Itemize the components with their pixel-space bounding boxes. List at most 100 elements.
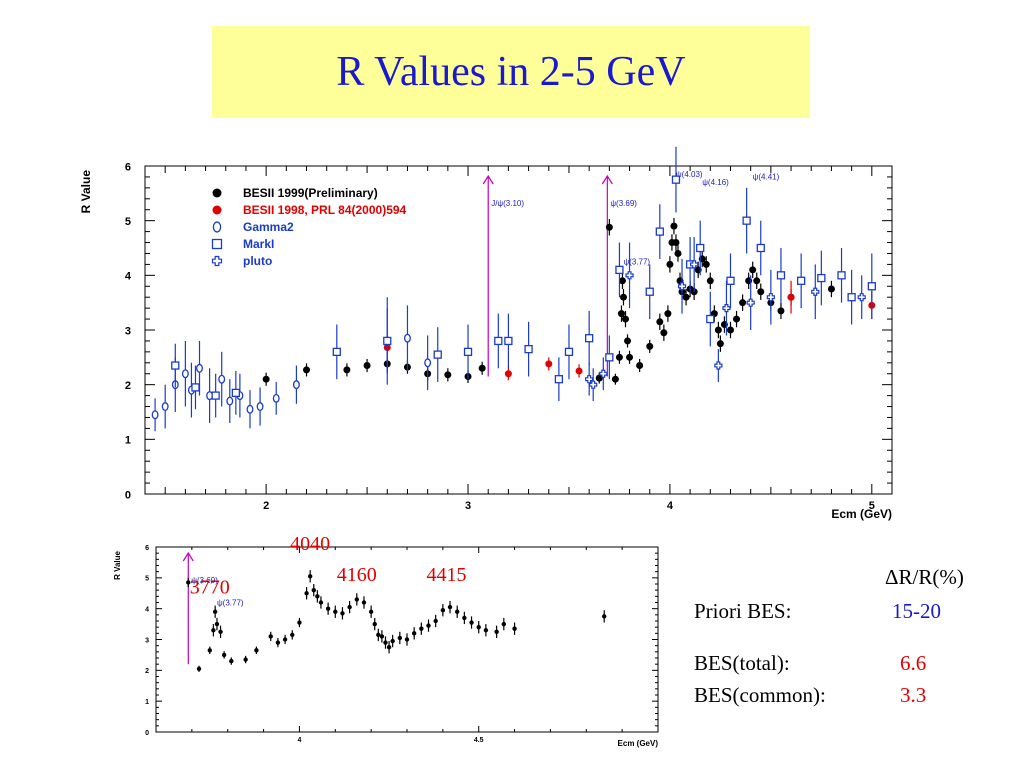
inset-point-dot [243,657,248,662]
inset-point-dot [411,631,417,636]
inset-point-dot [340,611,345,616]
inset-point-dot [372,621,377,627]
main-point-plus [677,282,687,291]
main-point-plus [625,271,634,280]
inset-point-dot [361,600,367,605]
main-point-plus [599,369,608,378]
inset-point-dot [221,652,227,658]
main-point-dot [753,277,761,285]
inset-point-dot [397,635,403,641]
inset-point-dot [483,628,489,633]
inset-peak-label: 4040 [290,533,330,555]
main-point-dot [787,293,795,301]
main-annotation: ψ(4.03) [676,170,703,179]
main-legend-marker [211,238,223,250]
main-point-dot [682,293,690,301]
main-point-dot [670,222,678,230]
main-point-square [742,216,751,225]
main-point-square [171,361,180,370]
main-point-square [211,391,220,400]
row-common-label: BES(common): [694,683,826,707]
main-point-square [847,293,856,302]
main-point-dot [605,223,613,231]
inset-point-dot [512,626,517,631]
main-point-square [494,336,503,346]
inset-point-dot [383,640,388,645]
inset-point-dot [426,623,431,628]
main-point-square [383,336,392,346]
main-point-dot [726,326,734,334]
inset-point-dot [282,637,288,642]
main-annotation: ψ(4.16) [702,178,729,187]
inset-resonance-label: ψ(3.69) [191,576,218,585]
main-point-dot [504,370,512,378]
inset-point-dot [462,615,467,621]
main-point-dot [363,362,371,370]
main-point-dot [545,360,553,368]
main-point-dot [595,374,603,382]
main-point-circle [226,396,234,406]
inset-point-dot [386,645,392,650]
main-point-square [671,175,681,184]
main-point-plus [714,361,723,370]
main-point-dot [664,310,672,318]
main-point-square [433,350,442,359]
main-point-square [776,271,786,280]
main-point-square [585,334,594,343]
main-point-dot [757,288,765,296]
main-legend-marker [211,255,223,267]
main-point-square [332,347,341,357]
main-legend-marker [212,205,222,215]
inset-resonance-arrowhead [182,551,194,562]
main-point-dot [611,375,619,383]
main-point-square [706,314,715,324]
main-xtick-label: 4 [667,500,674,512]
main-point-dot [646,342,654,350]
uncertainty-table: ΔR/R(%) Priori BES: 15-20 BES(total): 6.… [690,565,1010,715]
inset-peak-label: 4415 [426,564,466,586]
main-point-dot [660,329,668,337]
main-point-square [796,276,806,285]
main-ytick-label: 3 [125,325,131,337]
inset-point-dot [476,624,481,630]
inset-point-dot [304,591,309,596]
main-resonance-arrowhead [601,174,613,185]
main-point-plus [722,304,731,313]
main-point-dot [706,277,714,285]
main-point-dot [444,371,452,379]
main-point-circle [292,380,300,390]
main-point-square [867,282,876,291]
main-point-dot [827,285,835,293]
main-point-dot [622,315,630,323]
main-point-circle [256,402,264,412]
main-point-circle [404,333,411,343]
main-point-dot [674,249,682,257]
inset-ytick-label: 4 [145,606,149,613]
main-ytick-label: 2 [125,380,131,392]
inset-point-dot [494,629,499,634]
inset-point-dot [268,634,273,639]
main-xtick-label: 5 [869,500,875,512]
inset-y-axis-title: R Value [113,550,122,579]
main-point-dot [656,318,664,326]
main-point-dot [343,366,351,374]
inset-point-dot [186,580,191,585]
inset-xtick-label: 4 [297,737,301,744]
inset-point-dot [379,634,385,639]
inset-point-dot [196,666,202,671]
inset-ytick-label: 3 [145,637,149,644]
row-common-value: 3.3 [900,683,927,707]
table-header: ΔR/R(%) [885,565,964,589]
main-point-circle [151,410,159,420]
main-point-square [696,243,705,253]
main-resonance-label: J/ψ(3.10) [491,199,524,208]
main-point-circle [246,404,254,414]
main-point-dot [716,340,724,348]
main-point-plus [857,293,866,302]
inset-point-dot [333,609,338,614]
main-ytick-label: 5 [125,216,131,228]
main-ytick-label: 4 [125,271,132,283]
row-total-value: 6.6 [900,651,927,675]
main-point-square [655,227,664,236]
inset-x-axis-title: Ecm (GeV) [618,739,659,748]
